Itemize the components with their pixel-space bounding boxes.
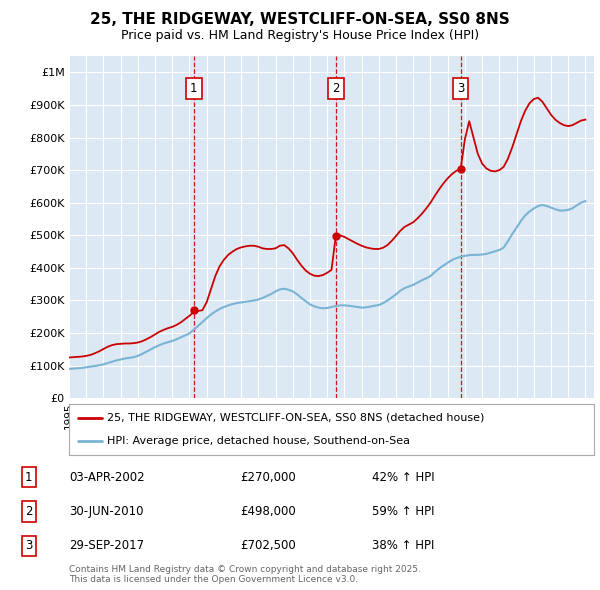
Text: 25, THE RIDGEWAY, WESTCLIFF-ON-SEA, SS0 8NS (detached house): 25, THE RIDGEWAY, WESTCLIFF-ON-SEA, SS0 … bbox=[107, 412, 484, 422]
Text: 30-JUN-2010: 30-JUN-2010 bbox=[69, 505, 143, 518]
Text: 3: 3 bbox=[457, 82, 464, 95]
Text: 25, THE RIDGEWAY, WESTCLIFF-ON-SEA, SS0 8NS: 25, THE RIDGEWAY, WESTCLIFF-ON-SEA, SS0 … bbox=[90, 12, 510, 27]
Text: 2: 2 bbox=[332, 82, 340, 95]
Text: This data is licensed under the Open Government Licence v3.0.: This data is licensed under the Open Gov… bbox=[69, 575, 358, 584]
Text: £498,000: £498,000 bbox=[240, 505, 296, 518]
Text: 3: 3 bbox=[25, 539, 32, 552]
Text: Price paid vs. HM Land Registry's House Price Index (HPI): Price paid vs. HM Land Registry's House … bbox=[121, 30, 479, 42]
Text: £702,500: £702,500 bbox=[240, 539, 296, 552]
Text: £270,000: £270,000 bbox=[240, 471, 296, 484]
Text: 42% ↑ HPI: 42% ↑ HPI bbox=[372, 471, 434, 484]
Text: Contains HM Land Registry data © Crown copyright and database right 2025.: Contains HM Land Registry data © Crown c… bbox=[69, 565, 421, 573]
Text: 2: 2 bbox=[25, 505, 32, 518]
Text: 38% ↑ HPI: 38% ↑ HPI bbox=[372, 539, 434, 552]
Text: 1: 1 bbox=[25, 471, 32, 484]
Text: 29-SEP-2017: 29-SEP-2017 bbox=[69, 539, 144, 552]
Text: 59% ↑ HPI: 59% ↑ HPI bbox=[372, 505, 434, 518]
Text: 03-APR-2002: 03-APR-2002 bbox=[69, 471, 145, 484]
Text: 1: 1 bbox=[190, 82, 197, 95]
Text: HPI: Average price, detached house, Southend-on-Sea: HPI: Average price, detached house, Sout… bbox=[107, 437, 410, 447]
